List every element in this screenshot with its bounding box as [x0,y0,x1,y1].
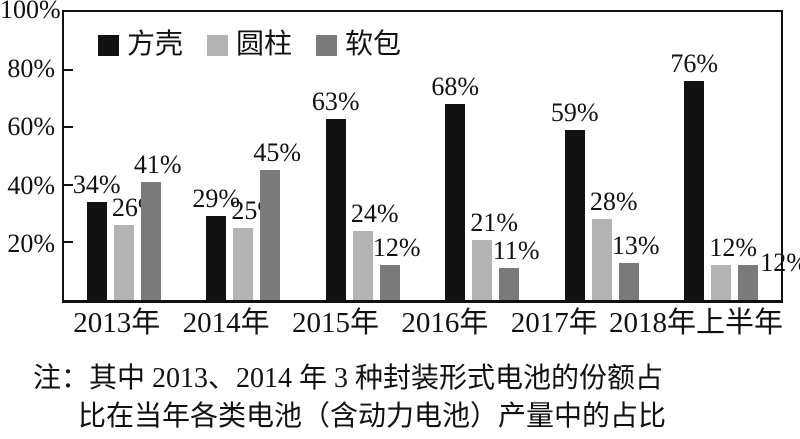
chart-note-line1: 注：其中 2013、2014 年 3 种封装形式电池的份额占 [33,363,664,394]
bar-value-label: 12% [709,233,758,263]
bar-groups: 34% 26% 41% 29% 25% 45% 63% 24% 12% 68% 21% 11% 59% 2… [64,12,800,300]
bar-prismatic-2016年: 68% [431,73,479,300]
bar-cylindrical-2015年: 24% [351,199,399,300]
legend-item-prismatic: 方壳 [98,30,183,60]
bar-cylindrical-2014年: 25% [231,197,279,300]
bar-pouch-2014年: 45% [253,139,301,300]
bar-prismatic-2017年: 59% [551,99,599,300]
legend: 方壳 圆柱 软包 [98,30,401,60]
y-axis-tick-20 [64,241,73,244]
bar-pouch-2017年: 13% [612,231,660,300]
bar-pouch-2016年: 11% [493,237,540,300]
x-axis-label-2013年: 2013年 [73,307,161,339]
x-axis-label-2017年: 2017年 [510,307,598,339]
bar-prismatic-2015年: 63% [312,87,360,300]
legend-swatch-pouch [316,34,338,56]
legend-label-pouch: 软包 [345,29,402,60]
y-axis-label-40: 40% [7,170,55,200]
bar-prismatic-2018年上半年: 76% [670,50,718,300]
bar-group-2017年: 59% 28% 13% [542,12,662,300]
bar-cylindrical-2017年: 28% [590,188,638,300]
bar-cylindrical-2018年上半年: 12% [709,234,757,300]
y-axis-label-80: 80% [7,53,55,83]
legend-label-prismatic: 方壳 [127,29,184,60]
y-axis-label-60: 60% [7,112,55,142]
bar-value-label: 13% [611,230,660,260]
y-axis-tick-80 [64,68,73,71]
x-axis: 2013年 2014年 2015年 2016年 2017年 2018年上半年 [62,307,783,339]
chart-note: 注：其中 2013、2014 年 3 种封装形式电池的份额占 比在当年各类电池（… [33,360,666,436]
bar-pouch-2013年: 41% [134,150,182,300]
bar-prismatic-2013年: 34% [73,171,121,300]
bar-value-label: 45% [253,138,302,168]
bar-value-label: 68% [431,72,480,102]
bar-value-label: 76% [670,49,719,79]
bar-group-2018年上半年: 76% 12%12% [662,12,800,300]
bar-value-label: 24% [350,198,399,228]
bar-group-2013年: 34% 26% 41% [64,12,184,300]
legend-swatch-cylindrical [207,34,229,56]
legend-item-pouch: 软包 [316,30,401,60]
bar-group-2016年: 68% 21% 11% [423,12,543,300]
bar-group-2014年: 29% 25% 45% [184,12,304,300]
bar-value-label: 34% [72,170,121,200]
bar-value-label: 21% [470,207,519,237]
bar-prismatic-2014年: 29% [192,185,240,300]
legend-label-cylindrical: 圆柱 [236,29,293,60]
bar-value-label: 11% [492,236,540,266]
legend-item-cylindrical: 圆柱 [207,30,292,60]
chart-note-line2: 比在当年各类电池（含动力电池）产量中的占比 [78,401,667,432]
bar-cylindrical-2016年: 21% [470,208,518,300]
plot-area: 34% 26% 41% 29% 25% 45% 63% 24% 12% 68% 21% 11% 59% 2… [62,10,800,303]
y-axis-tick-60 [64,126,73,129]
bar-value-label: 41% [133,149,182,179]
y-axis-label-100: 100% [0,0,61,24]
bar-value-label: 29% [192,184,241,214]
x-axis-label-2018年上半年: 2018年上半年 [608,307,783,339]
bar-value-label: 12% [760,248,800,278]
y-axis-label-20: 20% [7,229,55,259]
x-axis-label-2015年: 2015年 [291,307,379,339]
bar-value-label: 59% [550,98,599,128]
x-axis-label-2016年: 2016年 [401,307,489,339]
bar-value-label: 12% [372,233,421,263]
bar-pouch-2018年上半年: 12% [738,249,800,300]
bar-pouch-2015年: 12% [373,234,421,300]
x-axis-label-2014年: 2014年 [182,307,270,339]
bar-group-2015年: 63% 24% 12% [303,12,423,300]
bar-value-label: 63% [311,86,360,116]
bar-cylindrical-2013年: 26% [112,194,160,300]
y-axis-tick-40 [64,183,73,186]
legend-swatch-prismatic [98,34,119,56]
y-axis: 100% 80% 60% 40% 20% [0,0,61,303]
bar-value-label: 28% [589,187,638,217]
